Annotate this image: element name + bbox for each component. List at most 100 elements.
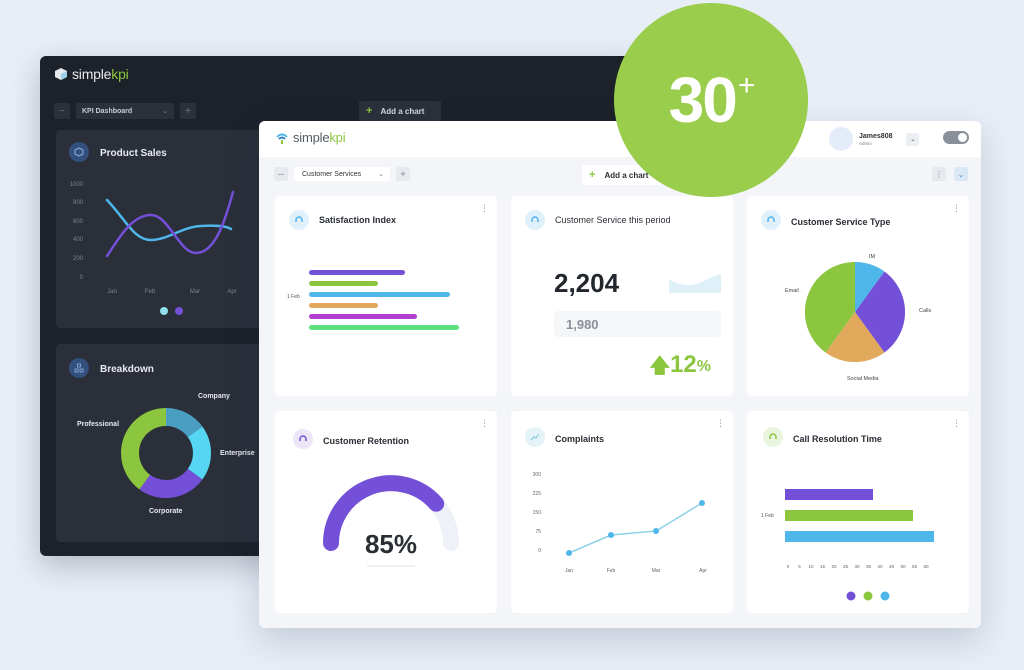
svg-text:Email: Email bbox=[785, 288, 799, 294]
svg-text:75: 75 bbox=[535, 529, 541, 535]
user-role: Admin bbox=[859, 140, 872, 146]
svg-text:Apr: Apr bbox=[699, 568, 707, 574]
card-menu-icon[interactable]: ⋮ bbox=[480, 203, 489, 213]
legend-dot-blue[interactable] bbox=[880, 591, 890, 601]
svg-text:200: 200 bbox=[73, 256, 84, 262]
plus-icon: + bbox=[589, 169, 596, 181]
legend-dot-green[interactable] bbox=[863, 591, 873, 601]
current-value: 2,204 bbox=[554, 268, 620, 298]
user-menu[interactable]: James808 Admin ⌄ bbox=[829, 127, 920, 151]
svg-text:Mar: Mar bbox=[652, 568, 661, 574]
legend-dot-series-1[interactable] bbox=[160, 307, 168, 315]
svg-text:Company: Company bbox=[198, 393, 230, 400]
svg-text:20: 20 bbox=[831, 564, 837, 569]
collapse-button[interactable]: -- bbox=[274, 167, 288, 181]
svg-text:55: 55 bbox=[912, 564, 918, 569]
headset-icon bbox=[761, 210, 781, 230]
chart-line-icon bbox=[525, 427, 545, 447]
card-title: Customer Service this period bbox=[555, 215, 671, 225]
headset-icon bbox=[763, 427, 783, 447]
dashboard-select[interactable]: Customer Services ⌄ bbox=[294, 167, 390, 181]
add-chart-button[interactable]: + Add a chart bbox=[582, 165, 662, 185]
simplekpi-logo: simplekpi bbox=[275, 130, 346, 145]
chevron-down-icon[interactable]: ⌄ bbox=[906, 132, 920, 146]
collapse-button[interactable]: − bbox=[54, 103, 70, 119]
more-options-button[interactable]: ⋮ bbox=[932, 167, 946, 181]
svg-text:15: 15 bbox=[820, 564, 826, 569]
user-name: James808 bbox=[859, 132, 893, 140]
previous-value-box: 1,980 bbox=[554, 311, 721, 337]
theme-toggle[interactable] bbox=[943, 131, 969, 144]
light-dashboard-window: simplekpi James808 Admin ⌄ -- Customer S… bbox=[259, 121, 981, 628]
svg-text:Professional: Professional bbox=[77, 421, 119, 428]
card-title: Breakdown bbox=[100, 364, 154, 375]
svg-text:IM: IM bbox=[869, 254, 876, 260]
customer-service-type-card: Customer Service Type ⋮ IM Email Calls S… bbox=[747, 196, 969, 396]
expand-button[interactable]: ⌄ bbox=[954, 167, 968, 181]
svg-text:1 Feb: 1 Feb bbox=[761, 513, 774, 519]
product-sales-card: Product Sales 1000 800 600 400 200 0 Jan… bbox=[56, 130, 266, 328]
svg-text:225: 225 bbox=[533, 491, 542, 497]
svg-text:600: 600 bbox=[73, 219, 84, 225]
dashboard-select[interactable]: KPI Dashboard ⌄ bbox=[76, 103, 174, 119]
card-title: Complaints bbox=[555, 434, 605, 444]
retention-gauge-chart bbox=[323, 475, 459, 567]
satisfaction-bar-chart: 1 Feb bbox=[287, 270, 459, 330]
change-indicator: 🡅 12 % bbox=[649, 351, 712, 378]
sitemap-icon bbox=[69, 358, 89, 378]
svg-text:30: 30 bbox=[854, 564, 860, 569]
svg-text:Social Media: Social Media bbox=[847, 376, 879, 382]
svg-text:45: 45 bbox=[889, 564, 895, 569]
svg-text:800: 800 bbox=[73, 200, 84, 206]
previous-value: 1,980 bbox=[566, 317, 599, 332]
add-chart-button[interactable]: + Add a chart bbox=[359, 101, 441, 121]
add-dashboard-button[interactable]: + bbox=[180, 103, 196, 119]
satisfaction-index-card: Satisfaction Index ⋮ 1 Feb bbox=[275, 196, 497, 396]
chevron-down-icon: ⌄ bbox=[378, 171, 384, 178]
svg-text:Enterprise: Enterprise bbox=[220, 450, 255, 457]
product-sales-line-chart: 1000 800 600 400 200 0 Jan Feb Mar Apr bbox=[70, 182, 237, 315]
customer-service-period-card: Customer Service this period 2,204 1,980… bbox=[511, 196, 733, 396]
card-title: Customer Retention bbox=[323, 436, 410, 446]
headset-icon bbox=[525, 210, 545, 230]
call-resolution-bar-chart: 1 Feb 0 5 10 15 20 25 30 35 40 45 50 55 … bbox=[761, 489, 934, 601]
card-menu-icon[interactable]: ⋮ bbox=[716, 418, 725, 428]
cube-logo-icon bbox=[55, 68, 67, 80]
light-toolbar: -- Customer Services ⌄ + bbox=[274, 167, 410, 181]
card-menu-icon[interactable]: ⋮ bbox=[952, 418, 961, 428]
add-dashboard-button[interactable]: + bbox=[396, 167, 410, 181]
svg-text:1 Feb: 1 Feb bbox=[287, 294, 300, 300]
svg-text:Jan: Jan bbox=[107, 289, 117, 295]
svg-text:300: 300 bbox=[533, 472, 542, 478]
svg-text:60: 60 bbox=[923, 564, 929, 569]
card-title: Satisfaction Index bbox=[319, 215, 397, 225]
svg-text:Calls: Calls bbox=[919, 308, 931, 314]
card-menu-icon[interactable]: ⋮ bbox=[480, 418, 489, 428]
service-type-pie-chart: IM Email Calls Social Media bbox=[785, 254, 931, 382]
svg-text:0: 0 bbox=[80, 275, 84, 281]
complaints-card: Complaints ⋮ 300 225 150 75 0 Jan Feb Ma… bbox=[511, 411, 733, 613]
svg-text:Mar: Mar bbox=[190, 289, 200, 295]
legend-dot-series-2[interactable] bbox=[175, 307, 183, 315]
legend-dot-purple[interactable] bbox=[846, 591, 856, 601]
card-title: Product Sales bbox=[100, 148, 167, 159]
card-title: Call Resolution Time bbox=[793, 434, 882, 444]
30-plus-badge: 30 + bbox=[614, 3, 808, 197]
retention-value: 85% bbox=[364, 529, 418, 559]
wifi-logo-icon bbox=[276, 133, 288, 144]
chevron-down-icon: ⌄ bbox=[162, 108, 168, 115]
svg-text:Feb: Feb bbox=[607, 568, 616, 574]
svg-text:0: 0 bbox=[538, 548, 541, 554]
plus-icon: + bbox=[366, 105, 373, 117]
svg-text:0: 0 bbox=[787, 564, 790, 569]
svg-text:35: 35 bbox=[866, 564, 872, 569]
card-title: Customer Service Type bbox=[791, 217, 891, 227]
card-menu-icon[interactable]: ⋮ bbox=[952, 203, 961, 213]
breakdown-donut-chart: Company Professional Enterprise Corporat… bbox=[77, 393, 255, 515]
dark-logo: simplekpi bbox=[54, 66, 129, 82]
arrow-up-icon: 🡅 bbox=[649, 355, 671, 377]
call-resolution-card: Call Resolution Time ⋮ 1 Feb 0 5 10 15 2… bbox=[747, 411, 969, 613]
headset-icon bbox=[293, 429, 313, 449]
svg-text:150: 150 bbox=[533, 510, 542, 516]
svg-text:25: 25 bbox=[843, 564, 849, 569]
